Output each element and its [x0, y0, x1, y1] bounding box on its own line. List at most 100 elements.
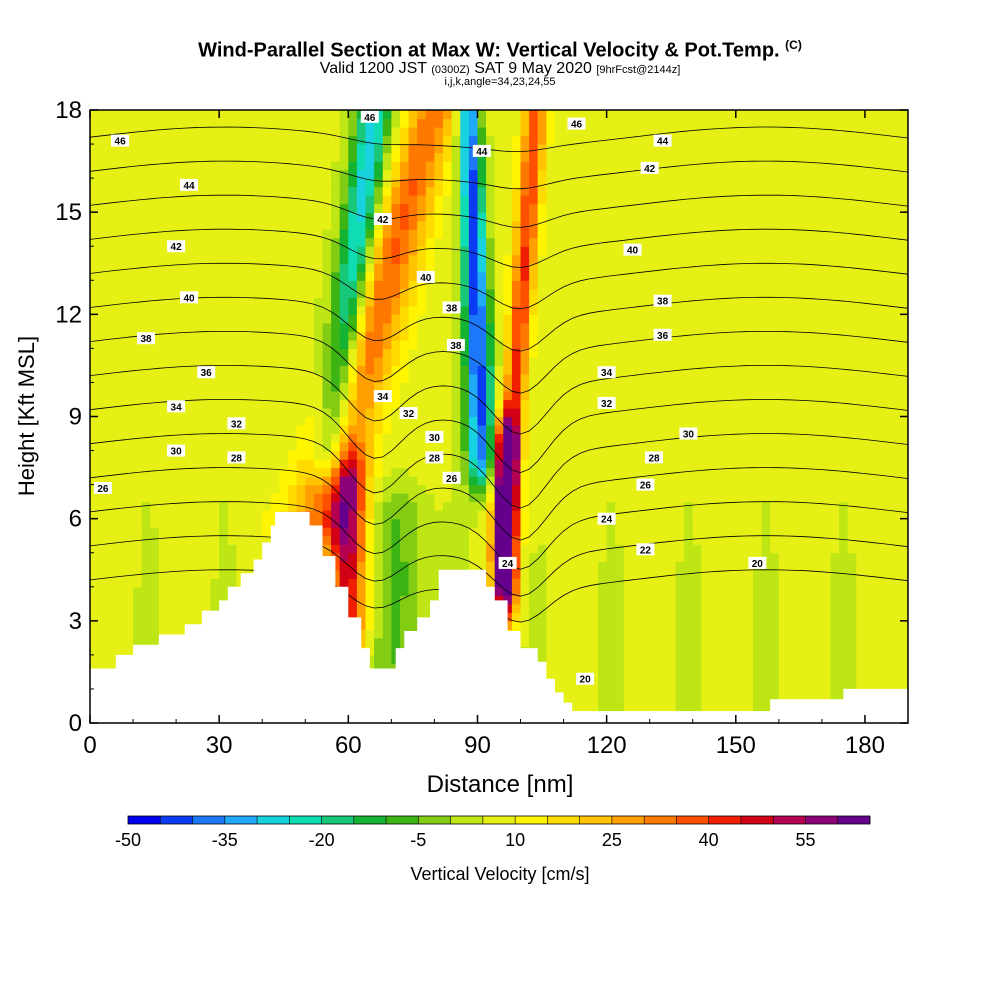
- velocity-cell: [684, 620, 694, 630]
- velocity-cell: [529, 416, 539, 426]
- velocity-cell: [374, 339, 384, 349]
- velocity-cell: [477, 178, 487, 188]
- velocity-cell: [623, 476, 634, 486]
- velocity-cell: [331, 527, 341, 537]
- velocity-cell: [425, 169, 435, 179]
- velocity-cell: [598, 127, 608, 137]
- velocity-cell: [356, 271, 367, 281]
- velocity-cell: [546, 612, 556, 622]
- velocity-cell: [141, 620, 151, 630]
- velocity-cell: [374, 586, 384, 596]
- velocity-cell: [572, 620, 582, 630]
- velocity-cell: [133, 280, 143, 290]
- velocity-cell: [133, 314, 143, 324]
- velocity-cell: [365, 212, 375, 222]
- velocity-cell: [460, 161, 470, 171]
- velocity-cell: [434, 476, 444, 486]
- velocity-cell: [623, 229, 634, 239]
- velocity-cell: [98, 195, 108, 205]
- velocity-cell: [107, 535, 117, 545]
- velocity-cell: [158, 595, 169, 605]
- velocity-cell: [348, 603, 358, 613]
- velocity-cell: [167, 501, 177, 511]
- velocity-cell: [494, 459, 504, 469]
- velocity-cell: [296, 391, 306, 401]
- velocity-cell: [90, 382, 100, 392]
- velocity-cell: [468, 271, 479, 281]
- velocity-cell: [503, 212, 513, 222]
- velocity-cell: [184, 476, 194, 486]
- velocity-cell: [219, 578, 229, 588]
- velocity-cell: [176, 365, 186, 375]
- velocity-cell: [288, 118, 298, 128]
- velocity-cell: [382, 305, 392, 315]
- velocity-cell: [270, 203, 280, 213]
- velocity-cell: [124, 178, 134, 188]
- velocity-cell: [90, 467, 100, 477]
- velocity-cell: [98, 399, 108, 409]
- velocity-cell: [529, 493, 539, 503]
- velocity-cell: [606, 127, 616, 137]
- velocity-cell: [348, 382, 358, 392]
- velocity-cell: [227, 186, 237, 196]
- velocity-cell: [658, 578, 668, 588]
- velocity-cell: [339, 356, 349, 366]
- velocity-cell: [520, 314, 530, 324]
- velocity-cell: [546, 135, 556, 145]
- velocity-cell: [339, 569, 349, 579]
- velocity-cell: [486, 297, 496, 307]
- velocity-cell: [115, 152, 125, 162]
- velocity-cell: [356, 493, 367, 503]
- velocity-cell: [90, 493, 100, 503]
- velocity-cell: [468, 246, 479, 256]
- velocity-cell: [279, 169, 289, 179]
- velocity-cell: [649, 237, 659, 247]
- velocity-cell: [658, 322, 668, 332]
- velocity-cell: [658, 220, 668, 230]
- velocity-cell: [546, 629, 556, 639]
- velocity-cell: [90, 127, 100, 137]
- velocity-cell: [443, 161, 453, 171]
- velocity-cell: [374, 569, 384, 579]
- velocity-cell: [124, 356, 134, 366]
- velocity-cell: [245, 450, 255, 460]
- velocity-cell: [90, 203, 100, 213]
- velocity-cell: [219, 382, 229, 392]
- velocity-cell: [279, 459, 289, 469]
- velocity-cell: [115, 169, 125, 179]
- velocity-cell: [537, 467, 547, 477]
- velocity-cell: [236, 178, 246, 188]
- velocity-cell: [313, 203, 324, 213]
- velocity-cell: [236, 356, 246, 366]
- velocity-cell: [288, 442, 298, 452]
- velocity-cell: [219, 408, 229, 418]
- velocity-cell: [253, 263, 263, 273]
- velocity-cell: [494, 365, 504, 375]
- velocity-cell: [563, 569, 573, 579]
- velocity-cell: [460, 416, 470, 426]
- velocity-cell: [133, 212, 143, 222]
- velocity-cell: [115, 314, 125, 324]
- velocity-cell: [150, 612, 160, 622]
- velocity-cell: [356, 288, 367, 298]
- velocity-cell: [606, 697, 616, 707]
- velocity-cell: [511, 178, 522, 188]
- velocity-cell: [555, 671, 565, 681]
- velocity-cell: [184, 484, 194, 494]
- velocity-cell: [279, 348, 289, 358]
- velocity-cell: [236, 152, 246, 162]
- velocity-cell: [503, 544, 513, 554]
- velocity-cell: [511, 527, 522, 537]
- velocity-cell: [90, 339, 100, 349]
- velocity-cell: [167, 467, 177, 477]
- velocity-cell: [537, 254, 547, 264]
- velocity-cell: [133, 442, 143, 452]
- velocity-cell: [382, 169, 392, 179]
- velocity-cell: [598, 212, 608, 222]
- velocity-cell: [460, 442, 470, 452]
- velocity-cell: [296, 339, 306, 349]
- velocity-cell: [331, 135, 341, 145]
- velocity-cell: [356, 620, 367, 630]
- velocity-cell: [124, 595, 134, 605]
- velocity-cell: [632, 391, 642, 401]
